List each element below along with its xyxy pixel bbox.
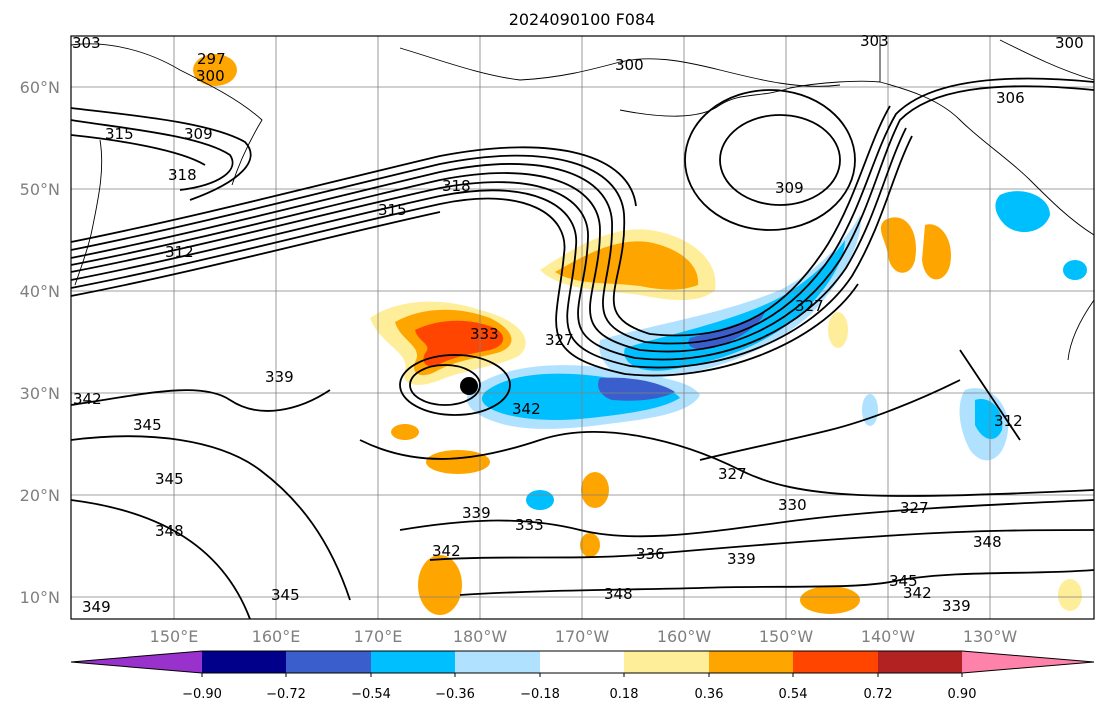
contour-label: 336 bbox=[636, 545, 665, 563]
lat-label: 40°N bbox=[20, 282, 60, 301]
contour-label: 306 bbox=[996, 89, 1025, 107]
lon-label: 160°E bbox=[252, 627, 301, 646]
colorbar-tick-label: 0.36 bbox=[695, 687, 724, 702]
lon-label: 130°W bbox=[963, 627, 1018, 646]
lon-label: 140°W bbox=[861, 627, 916, 646]
contour-label: 345 bbox=[889, 572, 918, 590]
contour-label: 339 bbox=[727, 550, 756, 568]
colorbar-segment bbox=[709, 651, 793, 673]
contour-label: 342 bbox=[903, 584, 932, 602]
contour-label: 315 bbox=[378, 201, 407, 219]
lon-label: 170°W bbox=[555, 627, 610, 646]
contour-label: 342 bbox=[73, 390, 102, 408]
latitude-axis: 60°N 50°N 40°N 30°N 20°N 10°N bbox=[20, 78, 60, 607]
map-background bbox=[71, 36, 1094, 619]
lon-label: 180°W bbox=[453, 627, 508, 646]
contour-label: 339 bbox=[265, 368, 294, 386]
colorbar-segment bbox=[286, 651, 371, 673]
contour-label: 318 bbox=[442, 177, 471, 195]
contour-label: 333 bbox=[470, 325, 499, 343]
contour-label: 333 bbox=[515, 516, 544, 534]
contour-label: 348 bbox=[155, 522, 184, 540]
contour-label: 330 bbox=[778, 496, 807, 514]
lat-label: 60°N bbox=[20, 78, 60, 97]
contour-label: 309 bbox=[775, 179, 804, 197]
lon-label: 160°W bbox=[657, 627, 712, 646]
contour-label: 349 bbox=[82, 598, 111, 616]
lon-label: 170°E bbox=[354, 627, 403, 646]
colorbar-tick-label: 0.90 bbox=[948, 687, 977, 702]
colorbar-tick-label: −0.54 bbox=[351, 687, 391, 702]
contour-label: 312 bbox=[994, 412, 1023, 430]
colorbar-segment bbox=[202, 651, 286, 673]
colorbar-tick-label: 0.54 bbox=[779, 687, 808, 702]
contour-label: 327 bbox=[795, 297, 824, 315]
lat-label: 30°N bbox=[20, 384, 60, 403]
lon-label: 150°E bbox=[150, 627, 199, 646]
contour-label: 345 bbox=[155, 470, 184, 488]
colorbar-tick-label: 0.18 bbox=[610, 687, 639, 702]
lat-label: 20°N bbox=[20, 486, 60, 505]
center-marker-dot bbox=[460, 377, 478, 395]
contour-label: 339 bbox=[942, 597, 971, 615]
contour-label: 303 bbox=[72, 34, 101, 52]
colorbar-segment bbox=[878, 651, 962, 673]
contour-label: 303 bbox=[860, 32, 889, 50]
colorbar-segment bbox=[371, 651, 455, 673]
contour-label: 300 bbox=[196, 67, 225, 85]
lon-label: 150°W bbox=[759, 627, 814, 646]
contour-label-group: 303 297 300 300 303 300 306 315 309 318 … bbox=[72, 32, 1084, 616]
shaded-field bbox=[193, 54, 1087, 615]
contour-label: 327 bbox=[900, 499, 929, 517]
contour-label: 339 bbox=[462, 504, 491, 522]
gridlines bbox=[71, 36, 1094, 619]
contour-label: 345 bbox=[133, 416, 162, 434]
contour-label: 342 bbox=[512, 400, 541, 418]
colorbar-ticks: −0.90 −0.72 −0.54 −0.36 −0.18 0.18 0.36 … bbox=[182, 687, 976, 702]
colorbar-tick-label: 0.72 bbox=[864, 687, 893, 702]
contour-label: 315 bbox=[105, 125, 134, 143]
map-title: 2024090100 F084 bbox=[509, 10, 656, 29]
lat-label: 50°N bbox=[20, 180, 60, 199]
contour-label: 348 bbox=[604, 585, 633, 603]
colorbar-segment bbox=[455, 651, 540, 673]
colorbar-segment bbox=[624, 651, 709, 673]
coastlines bbox=[70, 36, 1095, 361]
colorbar-extend-min bbox=[71, 651, 202, 673]
lat-label: 10°N bbox=[20, 588, 60, 607]
height-contours bbox=[70, 77, 1095, 620]
contour-label: 327 bbox=[545, 331, 574, 349]
contour-label: 318 bbox=[168, 166, 197, 184]
colorbar-tick-label: −0.90 bbox=[182, 687, 222, 702]
colorbar-segment bbox=[793, 651, 878, 673]
contour-label: 312 bbox=[165, 243, 194, 261]
longitude-axis: 150°E 160°E 170°E 180°W 170°W 160°W 150°… bbox=[150, 627, 1018, 646]
contour-label: 348 bbox=[973, 533, 1002, 551]
contour-label: 345 bbox=[271, 586, 300, 604]
map-frame bbox=[70, 35, 1095, 620]
contour-label: 297 bbox=[197, 50, 226, 68]
contour-label: 300 bbox=[615, 56, 644, 74]
colorbar-tick-label: −0.72 bbox=[266, 687, 306, 702]
contour-label: 309 bbox=[184, 125, 213, 143]
colorbar-segment bbox=[540, 651, 624, 673]
colorbar-extend-max bbox=[962, 651, 1094, 673]
colorbar-tick-label: −0.36 bbox=[435, 687, 475, 702]
colorbar-tick-label: −0.18 bbox=[520, 687, 560, 702]
contour-label: 342 bbox=[432, 542, 461, 560]
contour-label: 300 bbox=[1055, 34, 1084, 52]
colorbar bbox=[70, 650, 1095, 677]
contour-label: 327 bbox=[718, 465, 747, 483]
